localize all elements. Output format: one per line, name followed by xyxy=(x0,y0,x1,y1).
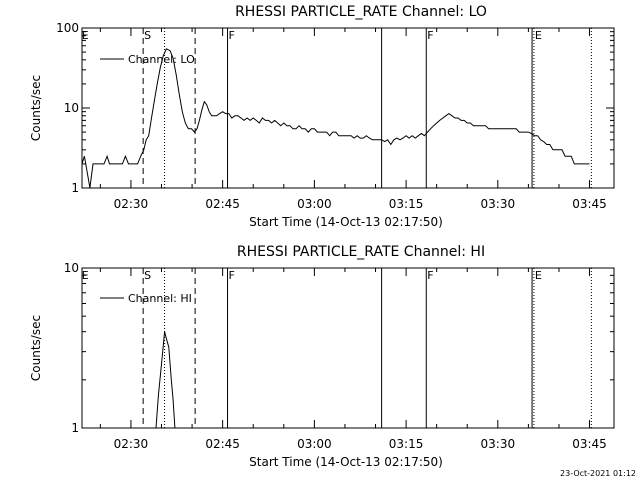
x-tick-label-lo: 03:15 xyxy=(389,197,424,211)
panel-lo-xlabel: Start Time (14-Oct-13 02:17:50) xyxy=(249,215,443,229)
event-marker-label-lo-4: F xyxy=(229,29,235,42)
x-tick-label-lo: 02:45 xyxy=(205,197,240,211)
footer-timestamp: 23-Oct-2021 01:12 xyxy=(560,469,636,478)
event-marker-label-lo-8: E xyxy=(535,29,542,42)
event-marker-label-hi-6: F xyxy=(427,269,433,282)
y-tick-label-hi: 10 xyxy=(64,261,79,275)
panel-lo-y-ticks: 1 10 100 xyxy=(56,21,614,195)
event-marker-label-lo-1: S xyxy=(144,29,151,42)
y-tick-label-lo: 100 xyxy=(56,21,79,35)
event-marker-label-hi-1: S xyxy=(144,269,151,282)
x-tick-label-hi: 03:30 xyxy=(481,437,516,451)
x-tick-label-hi: 03:45 xyxy=(572,437,607,451)
y-tick-label-lo: 10 xyxy=(64,101,79,115)
x-tick-label-lo: 03:00 xyxy=(297,197,332,211)
panel-hi-marker-lines xyxy=(142,268,592,428)
panel-hi-legend: Channel: HI xyxy=(100,292,192,305)
x-tick-label-lo: 03:30 xyxy=(481,197,516,211)
y-tick-label-hi: 1 xyxy=(71,421,79,435)
panel-hi-title: RHESSI PARTICLE_RATE Channel: HI xyxy=(237,244,485,260)
x-tick-label-hi: 02:30 xyxy=(114,437,149,451)
panel-lo-legend: Channel: LO xyxy=(100,53,195,66)
series-line-channel-hi xyxy=(155,331,177,429)
event-marker-label-lo-6: F xyxy=(427,29,433,42)
x-tick-label-hi: 03:00 xyxy=(297,437,332,451)
panel-lo-x-ticks: 02:30 02:45 03:00 03:15 03:30 03:45 xyxy=(99,28,607,211)
event-marker-label-hi-4: F xyxy=(229,269,235,282)
panel-hi-y-ticks: 1 10 xyxy=(64,261,614,435)
x-tick-label-lo: 03:45 xyxy=(572,197,607,211)
legend-label-channel-lo: Channel: LO xyxy=(128,53,195,66)
x-tick-label-lo: 02:30 xyxy=(114,197,149,211)
panel-hi-plot-frame xyxy=(81,267,615,429)
panel-hi-xlabel: Start Time (14-Oct-13 02:17:50) xyxy=(249,455,443,469)
panel-lo-title: RHESSI PARTICLE_RATE Channel: LO xyxy=(235,4,487,20)
panel-lo-ylabel: Counts/sec xyxy=(29,75,43,141)
x-tick-label-hi: 03:15 xyxy=(389,437,424,451)
x-tick-label-hi: 02:45 xyxy=(205,437,240,451)
panel-lo-marker-lines xyxy=(142,28,592,188)
event-marker-label-hi-8: E xyxy=(535,269,542,282)
panel-hi-ylabel: Counts/sec xyxy=(29,315,43,381)
legend-label-channel-hi: Channel: HI xyxy=(128,292,192,305)
y-tick-label-lo: 1 xyxy=(71,181,79,195)
series-line-channel-lo xyxy=(81,48,590,189)
panel-hi-x-ticks: 02:30 02:45 03:00 03:15 03:30 03:45 xyxy=(99,268,607,451)
